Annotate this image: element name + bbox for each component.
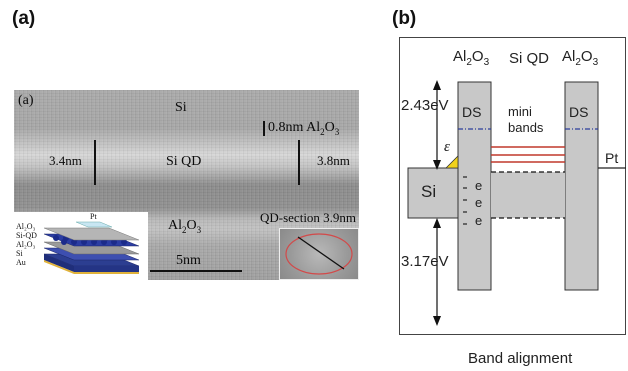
tem-al2o3-bottom-o: O [186, 218, 197, 233]
ds-left-label: DS [462, 104, 482, 120]
qd-gap-region [491, 172, 565, 218]
scale-bar [150, 270, 242, 272]
tem-right-thickness-label: 3.8nm [317, 153, 350, 168]
band-diagram-frame [399, 37, 626, 335]
stack-label-si: Si [16, 249, 23, 258]
al2o3-left-label: Al2O3 [453, 48, 489, 68]
tem-top-al2o3-marker [263, 121, 265, 136]
tem-image-label: (a) [18, 93, 34, 108]
tem-top-al2o3-label: 0.8nm Al2O3 [268, 120, 339, 137]
panel-b-label: (b) [392, 8, 417, 29]
ds-right-label: DS [569, 104, 589, 120]
tem-qd-section-label: QD-section 3.9nm [260, 210, 357, 225]
stack-label-au: Au [16, 258, 26, 267]
tem-top-al2o3-sub2: 2 [320, 126, 325, 137]
al2o3-right-sub2: 2 [575, 57, 581, 68]
al2o3-left-o: O [471, 48, 484, 65]
tem-al2o3-bottom-sub2: 2 [182, 224, 187, 235]
tem-al2o3-bottom-label: Al2O3 [168, 218, 201, 235]
tem-si-label: Si [175, 100, 187, 115]
al2o3-left-sub3: 3 [483, 57, 490, 68]
al2o3-left-sub2: 2 [466, 57, 472, 68]
al2o3-left-al: Al [453, 48, 467, 65]
tem-top-al2o3-o: O [324, 120, 335, 135]
stack-label-al2o3-top: Al₂O₃ [16, 222, 36, 231]
epsilon-triangle [445, 155, 459, 169]
offset-top-label: 2.43eV [401, 97, 449, 114]
al2o3-right-label: Al2O3 [562, 48, 598, 68]
tem-left-thickness-marker [94, 140, 96, 185]
tem-top-al2o3-thickness: 0.8nm Al [268, 120, 321, 135]
offset-bottom-label: 3.17eV [401, 253, 449, 270]
electron-3: e [475, 213, 483, 228]
al2o3-right-al: Al [562, 48, 576, 65]
stack-label-al2o3-bottom: Al₂O₃ [16, 240, 36, 249]
si-qd-label: Si QD [509, 50, 550, 67]
al2o3-right-o: O [580, 48, 593, 65]
tem-left-thickness-label: 3.4nm [49, 153, 82, 168]
electron-1: e [475, 178, 483, 193]
si-label: Si [421, 182, 437, 201]
qd-section-inset [279, 228, 359, 280]
device-stack-inset: Pt Al₂O₃ Si-QD Al₂O₃ Si Au [14, 212, 148, 280]
al2o3-right-sub3: 3 [592, 57, 599, 68]
stack-label-si-qd: Si-QD [16, 231, 37, 240]
electron-2: e [475, 195, 483, 210]
si-electrode [407, 167, 459, 219]
stack-label-pt: Pt [90, 212, 97, 221]
qd-section-ellipse [285, 233, 353, 275]
tem-right-thickness-marker [298, 140, 300, 185]
pt-label: Pt [605, 150, 619, 166]
tem-al2o3-bottom-sub3: 3 [196, 224, 202, 235]
mini-bands-label-1: mini [508, 104, 532, 119]
epsilon-label: ε [444, 139, 450, 155]
qd-section-line [297, 236, 345, 270]
band-alignment-caption: Band alignment [468, 350, 573, 367]
left-barrier [457, 81, 492, 291]
scale-bar-label: 5nm [176, 253, 201, 268]
mini-bands-label-2: bands [508, 120, 544, 135]
tem-al2o3-bottom-al: Al [168, 218, 182, 233]
tem-top-al2o3-sub3: 3 [334, 126, 340, 137]
tem-si-qd-label: Si QD [166, 154, 202, 169]
panel-a-label: (a) [12, 8, 36, 29]
